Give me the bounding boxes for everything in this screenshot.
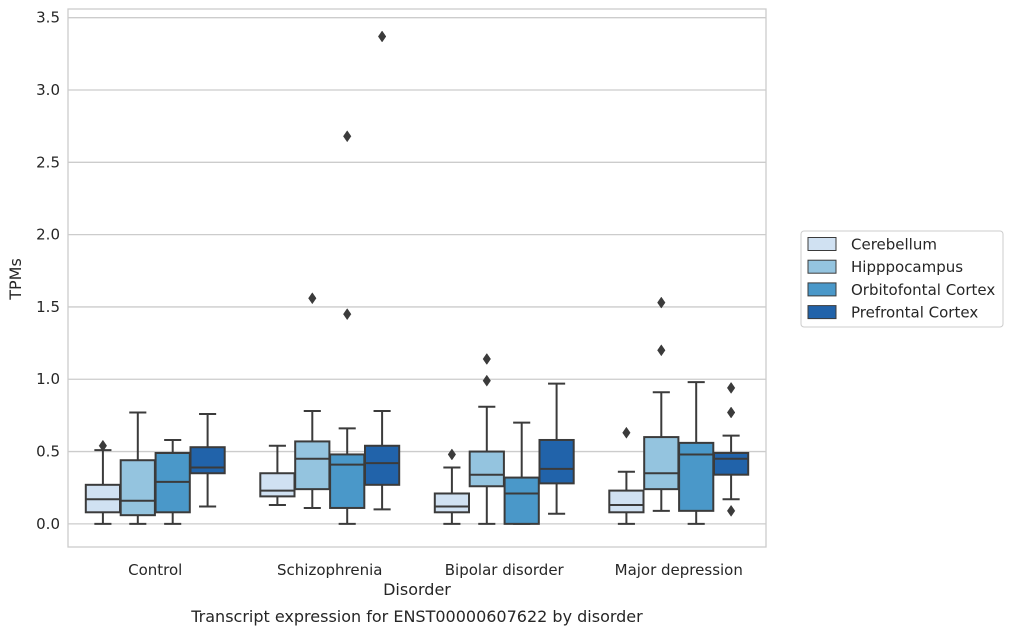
outlier-point (482, 374, 491, 387)
x-tick-label: Control (128, 561, 182, 579)
legend-entry: Hipppocampus (807, 258, 963, 276)
y-tick-label: 1.5 (36, 298, 60, 316)
x-axis-title: Disorder (383, 580, 451, 599)
iqr-box (538, 438, 575, 485)
outlier-point (447, 448, 457, 461)
legend-swatch (807, 305, 837, 320)
y-tick-label: 0.5 (36, 443, 60, 461)
legend-label: Prefrontal Cortex (851, 304, 978, 322)
box-group (363, 30, 401, 511)
iqr-box (608, 489, 645, 514)
outlier-point (657, 344, 666, 357)
iqr-box (503, 476, 540, 525)
outlier-point (343, 308, 352, 321)
outlier-point (343, 130, 352, 143)
x-tick-label: Major depression (615, 561, 743, 579)
y-tick-label: 3.5 (36, 9, 60, 27)
iqr-box (363, 444, 401, 486)
x-tick-labels: Control Schizophrenia Bipolar disorder Majo… (128, 561, 743, 579)
iqr-box (712, 451, 750, 476)
legend: Cerebellum Hipppocampus Orbitofontal Corte… (800, 230, 1004, 328)
x-tick-label: Schizophrenia (277, 561, 382, 579)
iqr-box (294, 440, 331, 491)
box-group (433, 448, 471, 525)
box-group (294, 292, 331, 509)
box-group (119, 411, 156, 525)
box-group (189, 412, 226, 508)
y-tick-label: 2.5 (36, 153, 60, 171)
box-group (712, 381, 750, 517)
x-tick-label: Bipolar disorder (445, 561, 565, 579)
grid-lines (68, 17, 766, 525)
box-group (329, 130, 366, 525)
box-group (154, 438, 191, 525)
outlier-point (308, 292, 317, 305)
outlier-point (726, 381, 736, 394)
y-tick-labels: 0.0 0.5 1.0 1.5 2.0 2.5 3.0 3.5 (36, 9, 60, 533)
iqr-box (329, 453, 366, 509)
iqr-box (433, 492, 471, 514)
y-axis-title: TPMs (6, 258, 25, 301)
iqr-box (468, 450, 505, 488)
iqr-box (643, 436, 680, 491)
outlier-point (377, 30, 387, 43)
legend-label: Cerebellum (851, 236, 937, 254)
iqr-box (259, 472, 296, 498)
outlier-point (657, 296, 666, 309)
legend-entry: Prefrontal Cortex (807, 304, 978, 322)
y-tick-label: 1.0 (36, 370, 60, 388)
plot-frame (67, 8, 767, 548)
legend-swatch (807, 259, 837, 274)
legend-entries: Cerebellum Hipppocampus Orbitofontal Corte… (807, 236, 995, 322)
boxes-layer (84, 30, 750, 525)
legend-label: Hipppocampus (851, 258, 963, 276)
outlier-point (622, 426, 631, 439)
legend-label: Orbitofontal Cortex (851, 281, 995, 299)
legend-swatch (807, 237, 837, 251)
legend-entry: Cerebellum (807, 236, 937, 254)
box-group (608, 426, 645, 525)
legend-frame (800, 230, 1004, 328)
chart-caption: Transcript expression for ENST0000060762… (190, 607, 643, 626)
legend-swatch (807, 282, 837, 297)
y-tick-label: 2.0 (36, 226, 60, 244)
box-group (538, 382, 575, 515)
iqr-box (119, 459, 156, 517)
legend-entry: Orbitofontal Cortex (807, 281, 995, 299)
outlier-point (98, 439, 108, 452)
box-group (503, 421, 540, 525)
iqr-box (678, 441, 715, 512)
outlier-point (482, 353, 491, 365)
y-tick-label: 3.0 (36, 81, 60, 99)
y-tick-label: 0.0 (36, 515, 60, 533)
box-group (643, 296, 680, 512)
box-group (84, 439, 122, 525)
iqr-box (189, 446, 226, 475)
outlier-point (726, 504, 736, 517)
outlier-point (726, 406, 736, 419)
box-group (259, 444, 296, 507)
box-group (468, 353, 505, 525)
box-group (678, 381, 715, 525)
